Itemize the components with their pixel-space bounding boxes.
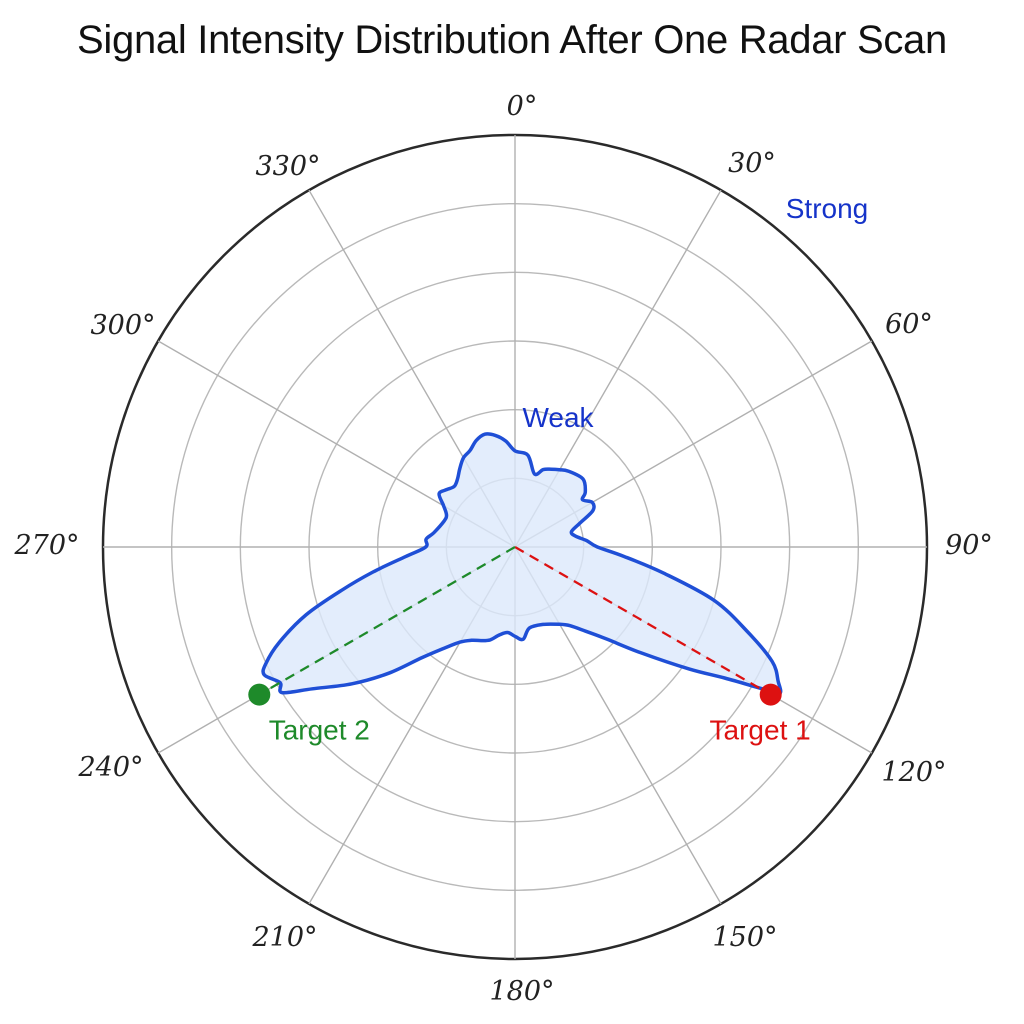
target-line: [258, 546, 516, 696]
angle-tick-label: 0°: [507, 91, 538, 122]
angle-tick-label: 270°: [13, 530, 79, 561]
angle-tick-label: 330°: [255, 151, 320, 182]
angle-tick-label: 120°: [881, 757, 946, 788]
signal-area: [261, 432, 783, 696]
target-lines: [258, 546, 772, 696]
angle-tick-label: 300°: [90, 310, 155, 341]
target-label: Target 2: [269, 715, 370, 746]
target-label: Target 1: [710, 715, 811, 746]
chart-title: Signal Intensity Distribution After One …: [77, 18, 947, 62]
target-marker: [248, 683, 271, 706]
annotation-strong: Strong: [786, 193, 869, 224]
signal-area-layer: [261, 432, 783, 696]
angle-tick-label: 90°: [945, 530, 993, 561]
angle-labels: 0° 30° 60° 90° 120° 150° 180° 210° 240° 270° 300° 3…: [13, 91, 992, 1007]
angle-tick-label: 30°: [728, 148, 776, 179]
annotations: Target 1 Target 2 Strong Weak: [269, 193, 869, 746]
angle-tick-label: 240°: [77, 752, 143, 783]
target-markers: [248, 683, 782, 706]
annotation-weak: Weak: [522, 402, 594, 433]
angle-tick-label: 60°: [885, 309, 933, 340]
target-line: [514, 546, 772, 696]
angle-tick-label: 210°: [251, 922, 317, 953]
angle-tick-label: 150°: [712, 922, 777, 953]
angle-tick-label: 180°: [489, 976, 554, 1007]
target-marker: [759, 683, 782, 706]
